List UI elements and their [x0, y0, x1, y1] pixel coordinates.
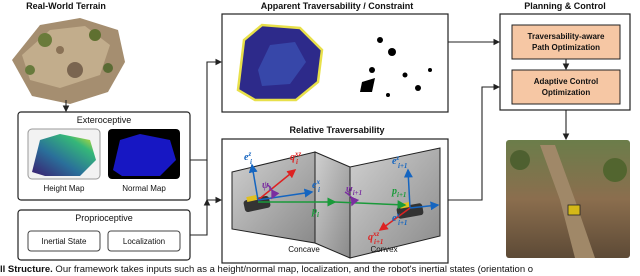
math-sub: i+1 [353, 189, 362, 197]
math-label: ψi+1 [346, 184, 362, 197]
math-base: ψ [262, 180, 269, 191]
inertial-state-label: Inertial State [42, 237, 87, 246]
math-sup: z [395, 154, 399, 162]
math-sub: i+1 [374, 238, 383, 246]
math-sub: i+1 [397, 191, 406, 199]
localization-box [107, 230, 181, 252]
control-optimization-line2: Optimization [542, 88, 591, 97]
math-base: e [244, 152, 249, 163]
normal-map-blob [113, 134, 176, 176]
proprioceptive-title: Proprioceptive [75, 213, 133, 223]
math-sub: i+1 [398, 219, 407, 227]
height-map-blob [32, 134, 96, 176]
terrain-title: Real-World Terrain [26, 1, 106, 11]
relative-title: Relative Traversability [289, 125, 384, 135]
caption-text: Our framework takes inputs such as a hei… [53, 264, 533, 275]
math-sup: z [247, 150, 251, 158]
caption-lead: ll Structure. [0, 264, 53, 275]
traversability-map-detail [258, 42, 306, 86]
math-sub: i [250, 158, 252, 166]
path-optimization-line1: Traversability-aware [528, 32, 605, 41]
math-label: ez i [244, 150, 252, 166]
math-sub: i [318, 186, 320, 194]
math-label: ez i+1 [392, 154, 407, 170]
control-optimization-line1: Adaptive Control [534, 77, 598, 86]
math-sup: xz [294, 150, 302, 158]
math-sup: xz [372, 230, 380, 238]
math-label: ψi [262, 180, 271, 193]
height-map-label: Height Map [44, 184, 85, 193]
math-sub: i [269, 185, 271, 193]
math-base: e [392, 213, 397, 224]
planning-title: Planning & Control [524, 1, 606, 11]
math-label: ex i [312, 178, 320, 194]
math-sub: i [296, 158, 298, 166]
robot-photo [506, 140, 630, 258]
terrain-image [12, 18, 125, 104]
math-base: e [392, 156, 397, 167]
math-base: ψ [346, 184, 353, 195]
constraint-map [360, 37, 432, 97]
math-sup: x [395, 211, 400, 219]
inertial-state-box [27, 230, 101, 252]
convex-label: Convex [370, 245, 397, 254]
math-label: pi [311, 206, 319, 219]
normal-map-label: Normal Map [122, 184, 166, 193]
math-sup: x [315, 178, 320, 186]
exteroceptive-title: Exteroceptive [77, 115, 132, 125]
math-label: qxz i [290, 150, 302, 166]
flow-arrows [62, 38, 570, 236]
math-label: ex i+1 [392, 211, 407, 227]
math-base: p [311, 206, 317, 217]
path-optimization-box [511, 24, 621, 60]
concave-label: Concave [288, 245, 320, 254]
apparent-title: Apparent Traversability / Constraint [261, 1, 414, 11]
caption: ll Structure. Our framework takes inputs… [0, 264, 533, 275]
math-sub: i [317, 211, 319, 219]
math-base: e [312, 180, 317, 191]
math-sub: i+1 [398, 162, 407, 170]
math-label: qxz i+1 [368, 230, 383, 246]
path-optimization-line2: Path Optimization [532, 43, 600, 52]
vectors [248, 163, 440, 231]
control-optimization-box [511, 69, 621, 105]
math-base: q [290, 152, 295, 163]
localization-label: Localization [123, 237, 165, 246]
math-base: p [391, 186, 397, 197]
math-label: pi+1 [391, 186, 406, 199]
math-base: q [368, 232, 373, 243]
